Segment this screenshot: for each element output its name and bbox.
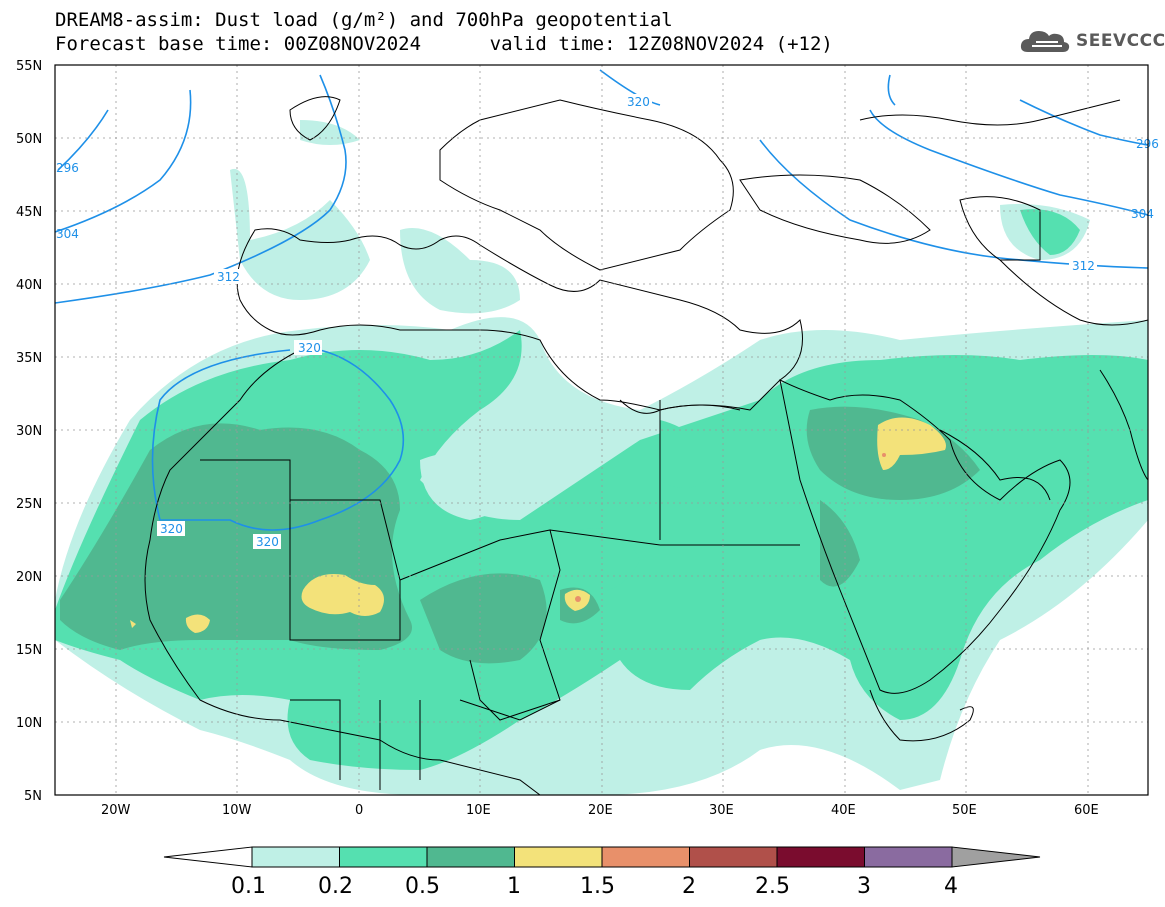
colorbar-tick: 4	[944, 874, 958, 899]
lon-label: 60E	[1074, 803, 1099, 818]
colorbar-tick: 0.5	[405, 874, 440, 899]
lon-label: 50E	[952, 803, 977, 818]
colorbar-arrow-low	[163, 846, 253, 868]
coastlines	[144, 96, 1148, 795]
contour-label: 312	[1072, 259, 1095, 273]
lat-label: 25N	[16, 497, 42, 512]
colorbar-tick: 0.2	[318, 874, 353, 899]
colorbar-segment	[426, 846, 515, 868]
lon-label: 20W	[101, 803, 131, 818]
colorbar-tick: 3	[857, 874, 871, 899]
logo-text: SEEVCCC	[1076, 31, 1165, 51]
longitude-labels: 20W 10W 0 10E 20E 30E 40E 50E 60E	[101, 803, 1099, 818]
colorbar-tick: 2.5	[755, 874, 790, 899]
cloud-icon	[1020, 31, 1070, 52]
colorbar-tick: 0.1	[231, 874, 266, 899]
contour-label: 312	[217, 270, 240, 284]
contour-label: 320	[160, 522, 183, 536]
lat-label: 5N	[24, 789, 42, 804]
contour-label: 296	[56, 161, 79, 175]
colorbar-tick: 2	[682, 874, 696, 899]
lon-label: 10E	[466, 803, 491, 818]
colorbar-segment	[689, 846, 778, 868]
contour-labels: 320 320 320 320 312 312 296 304 304 296	[56, 94, 1159, 549]
colorbar-segment	[514, 846, 603, 868]
lat-label: 45N	[16, 205, 42, 220]
colorbar-tick: 1	[507, 874, 521, 899]
contour-label: 320	[298, 341, 321, 355]
colorbar-segment	[339, 846, 428, 868]
lat-label: 50N	[16, 132, 42, 147]
title-line-1: DREAM8-assim: Dust load (g/m²) and 700hP…	[55, 9, 673, 31]
colorbar-segment	[601, 846, 690, 868]
contour-label: 304	[1131, 207, 1154, 221]
colorbar	[163, 846, 1041, 868]
contour-label: 320	[627, 95, 650, 109]
lat-label: 20N	[16, 570, 42, 585]
contour-label: 304	[56, 227, 79, 241]
lon-label: 10W	[222, 803, 252, 818]
colorbar-tick: 1.5	[580, 874, 615, 899]
lon-label: 40E	[831, 803, 856, 818]
colorbar-segment	[776, 846, 865, 868]
title-line-2: Forecast base time: 00Z08NOV2024 valid t…	[55, 33, 833, 55]
colorbar-segment	[864, 846, 953, 868]
map-frame	[54, 64, 1149, 796]
colorbar-ticks: 0.1 0.2 0.5 1 1.5 2 2.5 3 4	[231, 874, 958, 899]
seevccc-logo: SEEVCCC	[1018, 26, 1165, 56]
dust-fields	[55, 65, 1148, 795]
lat-label: 15N	[16, 643, 42, 658]
lat-label: 40N	[16, 278, 42, 293]
lon-label: 30E	[709, 803, 734, 818]
lat-label: 55N	[16, 59, 42, 74]
contour-label: 320	[256, 535, 279, 549]
lat-label: 30N	[16, 424, 42, 439]
lat-label: 35N	[16, 351, 42, 366]
lat-label: 10N	[16, 716, 42, 731]
colorbar-segment	[251, 846, 340, 868]
map-title: DREAM8-assim: Dust load (g/m²) and 700hP…	[55, 8, 833, 56]
lon-label: 0	[355, 803, 363, 818]
lon-label: 20E	[588, 803, 613, 818]
grid-lines	[55, 65, 1148, 795]
colorbar-arrow-high	[951, 846, 1041, 868]
latitude-labels: 55N 50N 45N 40N 35N 30N 25N 20N 15N 10N …	[16, 59, 42, 804]
